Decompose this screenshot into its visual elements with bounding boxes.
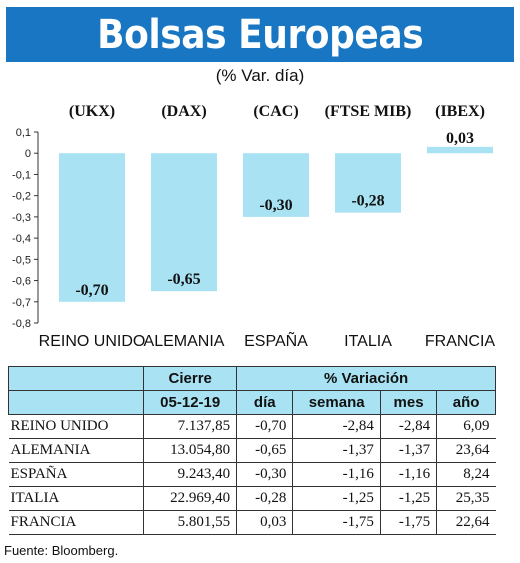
index-code-label: (DAX) bbox=[161, 103, 206, 120]
dia-header: día bbox=[236, 390, 294, 415]
index-code-label: (IBEX) bbox=[435, 103, 485, 120]
variacion-header: % Variación bbox=[236, 366, 496, 391]
y-tick-label: -0,8 bbox=[12, 318, 31, 330]
x-category-label: ITALIA bbox=[344, 333, 392, 350]
row-dia: -0,65 bbox=[236, 438, 293, 463]
y-tick-label: -0,6 bbox=[12, 276, 31, 288]
bar bbox=[59, 153, 125, 302]
row-name: ITALIA bbox=[8, 486, 144, 511]
row-mes: -1,37 bbox=[379, 438, 437, 463]
index-code-label: (FTSE MIB) bbox=[325, 103, 412, 120]
page-title: Bolsas Europeas bbox=[96, 11, 424, 58]
row-dia: 0,03 bbox=[236, 510, 293, 535]
row-semana: -1,25 bbox=[292, 486, 381, 511]
y-tick-label: 0 bbox=[25, 148, 31, 160]
date-header: 05-12-19 bbox=[143, 390, 238, 415]
row-name: ESPAÑA bbox=[8, 462, 144, 487]
row-cierre: 13.054,80 bbox=[143, 438, 237, 463]
cierre-header: Cierre bbox=[143, 366, 238, 391]
bar bbox=[243, 153, 309, 217]
x-category-label: ESPAÑA bbox=[244, 330, 308, 350]
y-tick-label: -0,2 bbox=[12, 191, 31, 203]
row-name: ALEMANIA bbox=[8, 438, 144, 463]
x-category-label: REINO UNIDO bbox=[39, 333, 146, 350]
row-ano: 22,64 bbox=[436, 510, 496, 535]
header-banner: Bolsas Europeas bbox=[6, 7, 514, 62]
x-category-label: ALEMANIA bbox=[144, 333, 225, 350]
bar-value-label: -0,28 bbox=[351, 193, 384, 210]
table-row: ALEMANIA 13.054,80 -0,65 -1,37 -1,37 23,… bbox=[8, 438, 496, 463]
row-semana: -1,75 bbox=[292, 510, 381, 535]
table-row: REINO UNIDO 7.137,85 -0,70 -2,84 -2,84 6… bbox=[8, 414, 496, 439]
row-mes: -1,25 bbox=[379, 486, 437, 511]
bar-value-label: 0,03 bbox=[446, 130, 474, 147]
row-semana: -1,16 bbox=[292, 462, 381, 487]
semana-header: semana bbox=[292, 390, 381, 415]
bar bbox=[427, 146, 493, 154]
ano-header: año bbox=[436, 390, 496, 415]
y-tick-label: -0,3 bbox=[12, 212, 31, 224]
y-tick-label: 0,1 bbox=[16, 127, 31, 139]
bar-value-label: -0,65 bbox=[167, 271, 200, 288]
chart-subtitle: (% Var. día) bbox=[215, 66, 305, 85]
row-cierre: 5.801,55 bbox=[143, 510, 237, 535]
row-ano: 6,09 bbox=[436, 414, 496, 439]
row-mes: -1,75 bbox=[379, 510, 437, 535]
row-dia: -0,28 bbox=[236, 486, 293, 511]
y-tick-label: -0,7 bbox=[12, 297, 31, 309]
y-tick-label: -0,4 bbox=[12, 233, 31, 245]
bar bbox=[335, 153, 401, 213]
table-row: ITALIA 22.969,40 -0,28 -1,25 -1,25 25,35 bbox=[8, 486, 496, 511]
row-ano: 8,24 bbox=[436, 462, 496, 487]
bar-value-label: -0,30 bbox=[259, 197, 292, 214]
table-row: ESPAÑA 9.243,40 -0,30 -1,16 -1,16 8,24 bbox=[8, 462, 496, 487]
row-dia: -0,30 bbox=[236, 462, 293, 487]
row-ano: 23,64 bbox=[436, 438, 496, 463]
mes-header: mes bbox=[379, 390, 438, 415]
row-name: REINO UNIDO bbox=[8, 414, 144, 439]
row-cierre: 22.969,40 bbox=[143, 486, 237, 511]
row-mes: -2,84 bbox=[379, 414, 437, 439]
row-semana: -2,84 bbox=[292, 414, 381, 439]
row-dia: -0,70 bbox=[236, 414, 293, 439]
row-cierre: 7.137,85 bbox=[143, 414, 237, 439]
row-ano: 25,35 bbox=[436, 486, 496, 511]
table-corner-cell-2 bbox=[7, 390, 145, 415]
row-name: FRANCIA bbox=[8, 510, 144, 535]
y-tick-label: -0,1 bbox=[12, 169, 31, 181]
y-tick-label: -0,5 bbox=[12, 254, 31, 266]
bar-chart: 0,1 0 -0,1 -0,2 -0,3 -0,4 -0,5 -0,6 -0,7 -0,8 -0,7… bbox=[12, 103, 496, 350]
bar bbox=[151, 153, 217, 292]
index-code-label: (CAC) bbox=[253, 103, 298, 120]
x-category-label: FRANCIA bbox=[425, 333, 496, 350]
row-semana: -1,37 bbox=[292, 438, 381, 463]
source-note: Fuente: Bloomberg. bbox=[4, 543, 119, 558]
table-corner-cell bbox=[7, 366, 145, 391]
index-code-label: (UKX) bbox=[69, 103, 115, 120]
bar-value-label: -0,70 bbox=[75, 282, 108, 299]
table-row: FRANCIA 5.801,55 0,03 -1,75 -1,75 22,64 bbox=[8, 510, 496, 535]
row-cierre: 9.243,40 bbox=[143, 462, 237, 487]
row-mes: -1,16 bbox=[379, 462, 437, 487]
market-table: Cierre % Variación 05-12-19 día semana m… bbox=[7, 366, 496, 535]
